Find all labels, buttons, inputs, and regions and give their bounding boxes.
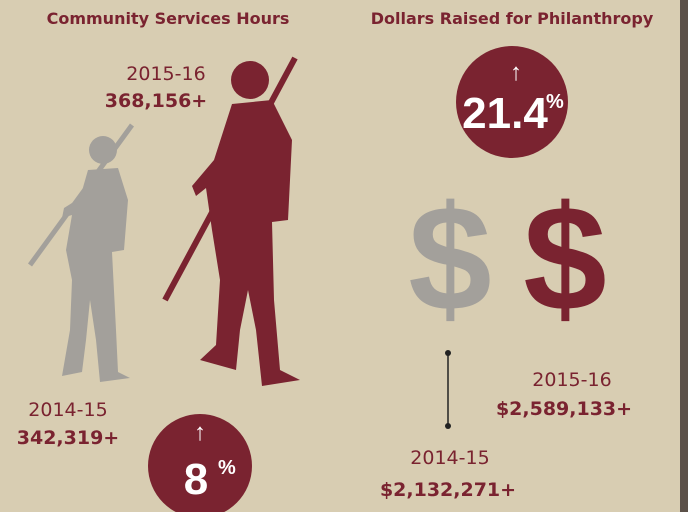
dollars-value: $2,132,271+ bbox=[380, 479, 516, 501]
change-number: 21.4 bbox=[462, 89, 548, 138]
right-border bbox=[680, 0, 688, 512]
infographic: Community Services Hours Dollars Raised … bbox=[0, 0, 688, 512]
hours-value: 342,319+ bbox=[17, 427, 119, 449]
change-number: 8 bbox=[184, 455, 208, 504]
community-title: Community Services Hours bbox=[47, 9, 290, 28]
change-unit: % bbox=[218, 457, 236, 479]
year-label: 2014-15 bbox=[28, 399, 107, 421]
connector-dot bbox=[445, 350, 451, 356]
year-label: 2015-16 bbox=[532, 369, 611, 391]
year-label: 2014-15 bbox=[410, 447, 489, 469]
connector-dot bbox=[445, 423, 451, 429]
hours-value: 368,156+ bbox=[105, 90, 207, 112]
year-label: 2015-16 bbox=[126, 63, 205, 85]
dollars-value: $2,589,133+ bbox=[496, 398, 632, 420]
dollar-icon: $ bbox=[523, 174, 606, 342]
philanthropy-title: Dollars Raised for Philanthropy bbox=[371, 9, 654, 28]
arrow-icon: ↑ bbox=[194, 419, 206, 446]
arrow-icon: ↑ bbox=[510, 59, 522, 86]
dollar-icon: $ bbox=[408, 174, 491, 342]
change-unit: % bbox=[546, 91, 564, 113]
